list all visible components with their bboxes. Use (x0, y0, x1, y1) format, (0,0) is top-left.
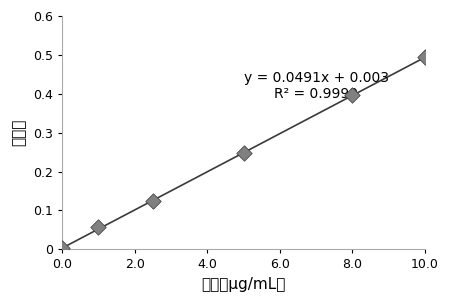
X-axis label: 浓度（μg/mL）: 浓度（μg/mL） (201, 277, 286, 292)
Y-axis label: 吸光度: 吸光度 (11, 119, 26, 146)
Point (149, 198, 157, 203)
Point (95, 224, 102, 229)
Text: y = 0.0491x + 0.003
R² = 0.9999: y = 0.0491x + 0.003 R² = 0.9999 (243, 71, 389, 101)
Point (349, 93, 356, 98)
Point (240, 151, 247, 155)
Point (421, 55, 428, 60)
Point (58, 246, 66, 251)
